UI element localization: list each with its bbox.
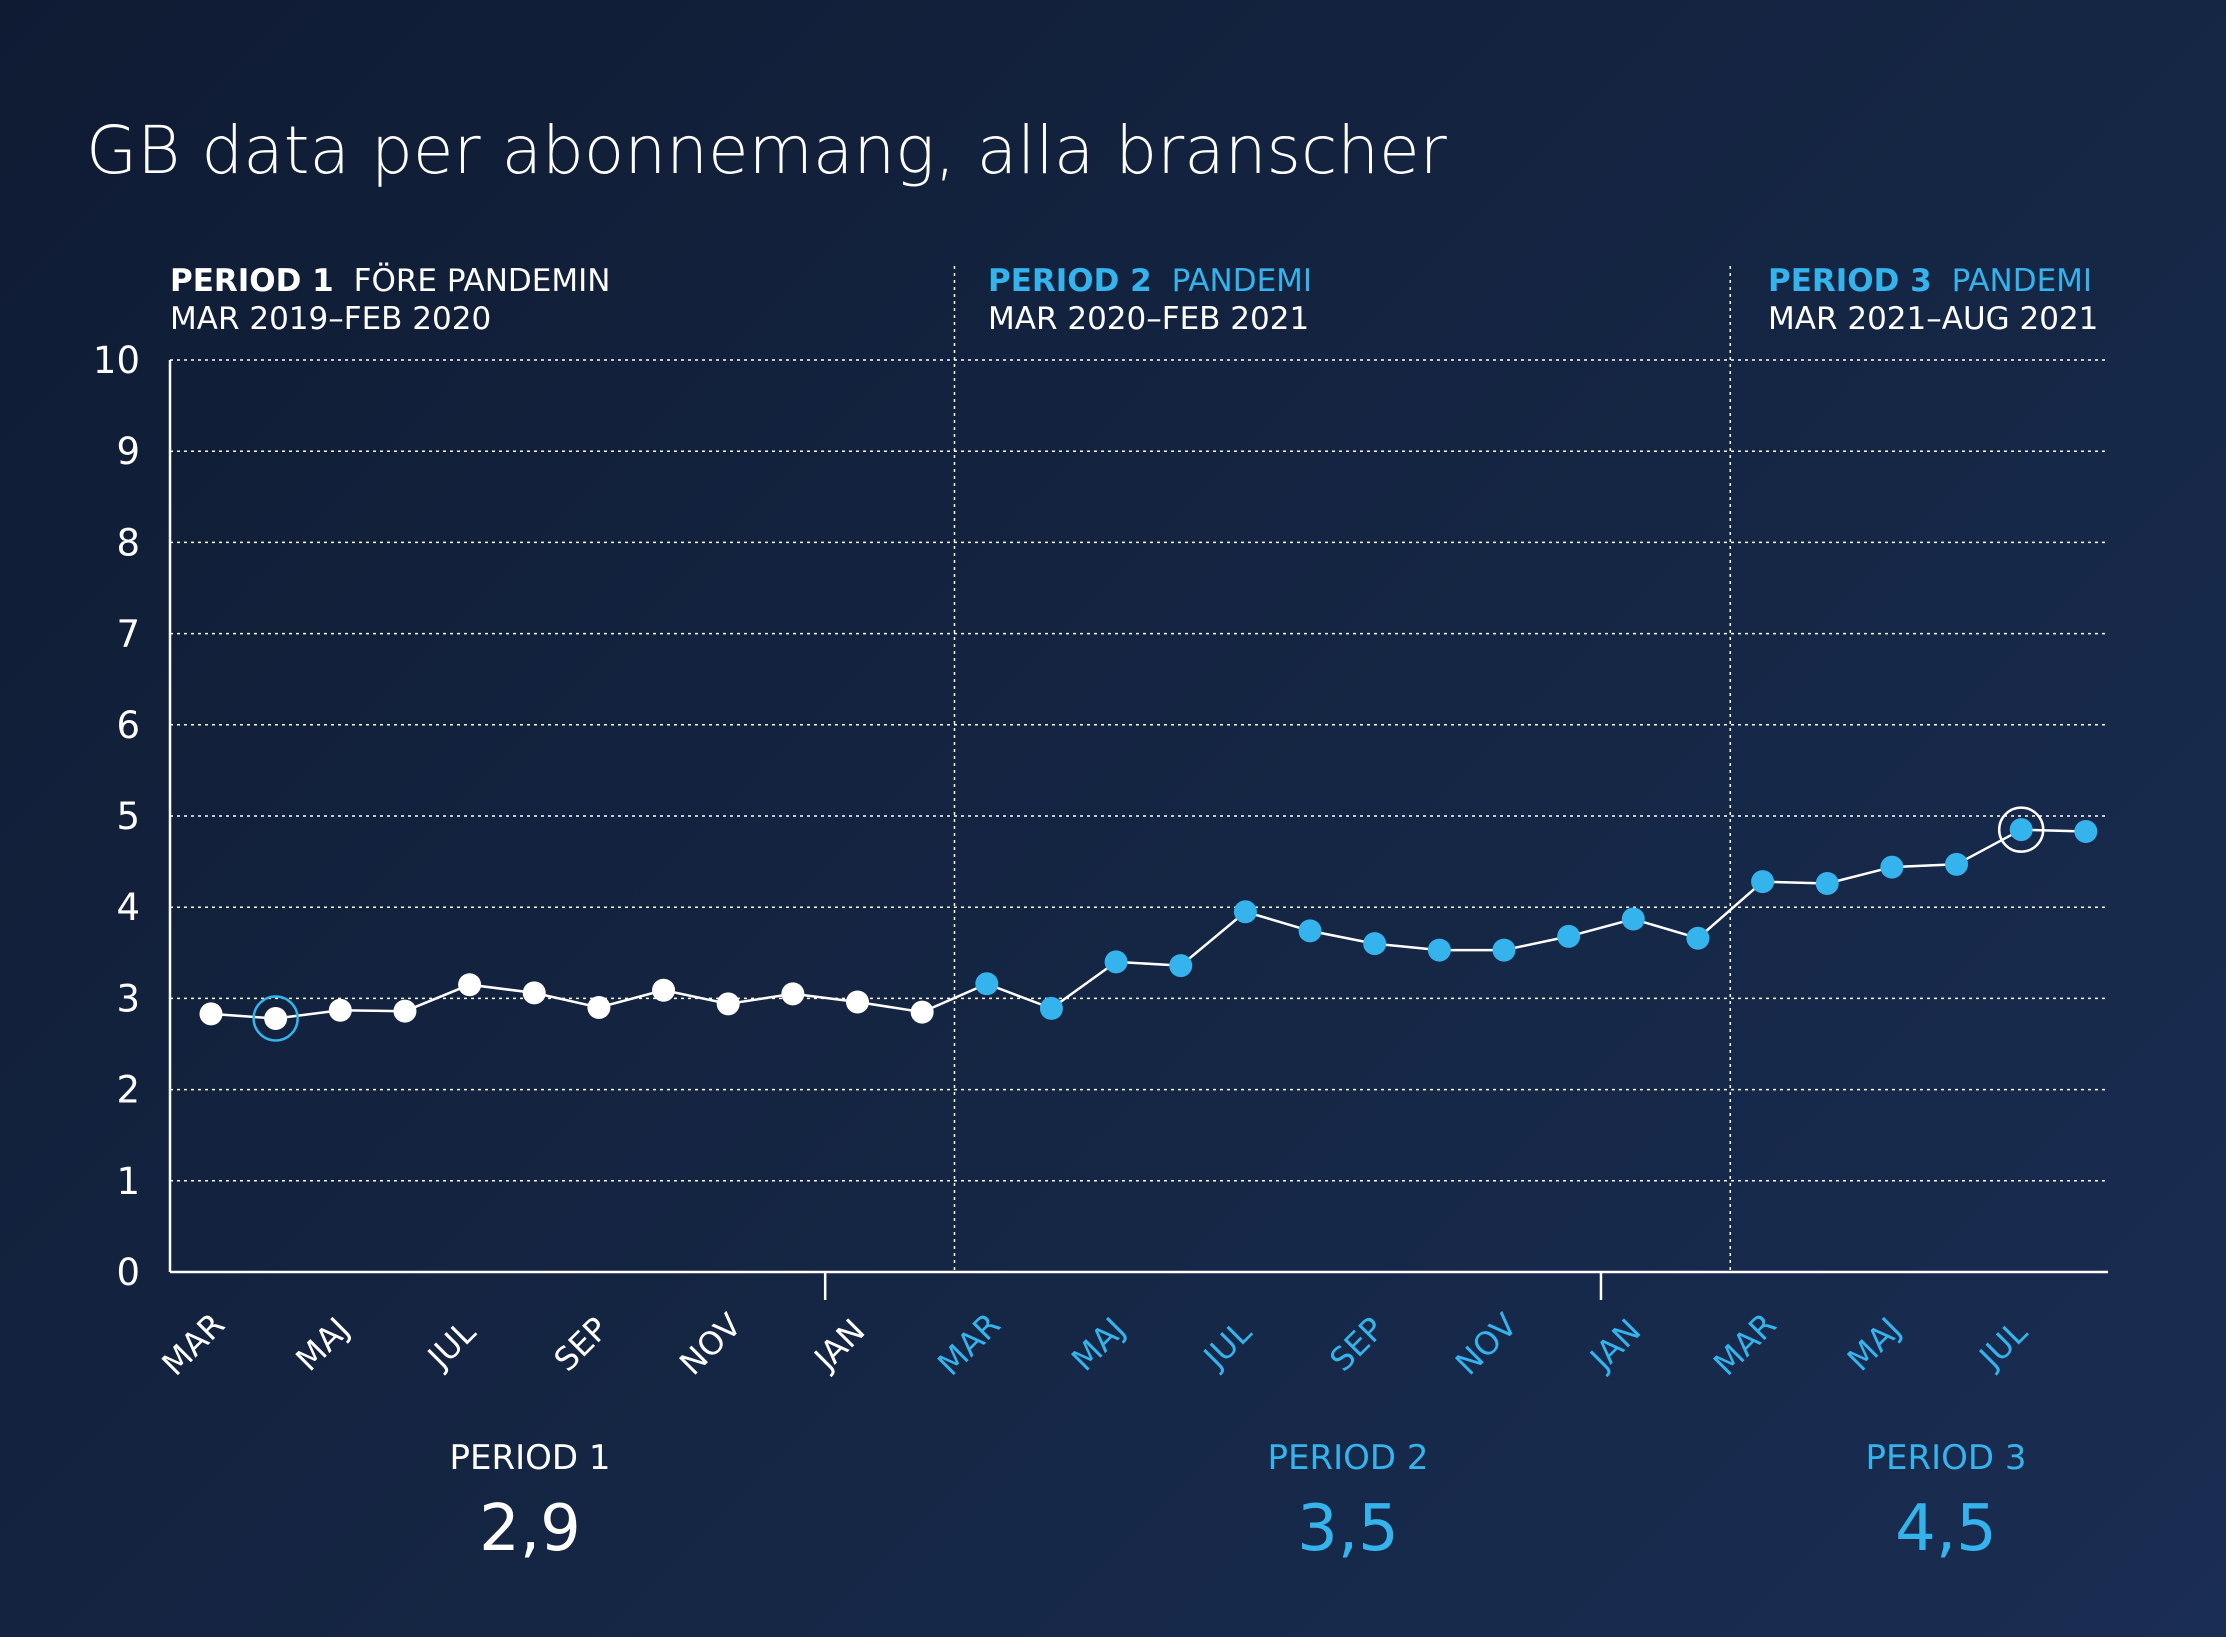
x-tick-label: NOV — [672, 1306, 749, 1383]
data-point — [1427, 938, 1451, 962]
data-point — [587, 996, 611, 1020]
y-tick-label: 2 — [116, 1069, 140, 1112]
data-point — [846, 990, 869, 1014]
y-tick-label: 0 — [116, 1251, 140, 1294]
data-point — [910, 1000, 934, 1024]
summary-period-1-value: 2,9 — [479, 1492, 581, 1566]
period-3-label: PANDEMI — [1952, 263, 2092, 299]
x-tick-label: MAJ — [1064, 1310, 1133, 1379]
data-points — [199, 806, 2098, 1042]
x-tick-label: MAJ — [288, 1310, 357, 1379]
data-point — [716, 992, 740, 1016]
y-tick-label: 10 — [93, 339, 140, 382]
data-line — [210, 828, 2086, 1020]
x-tick-label: NOV — [1448, 1306, 1525, 1383]
data-point — [393, 999, 417, 1023]
summary-period-3-label: PERIOD 3 — [1865, 1438, 2026, 1478]
x-tick-label: JUL — [1195, 1313, 1259, 1377]
period-1-label: FÖRE PANDEMIN — [354, 262, 611, 299]
data-point — [328, 998, 352, 1022]
data-point — [1880, 855, 1904, 879]
y-tick-label: 4 — [116, 886, 140, 929]
series-line — [210, 828, 2086, 1020]
y-tick-label: 9 — [116, 430, 140, 473]
summary-period-3: PERIOD 3 4,5 — [1865, 1438, 2026, 1566]
summary-period-1: PERIOD 1 2,9 — [449, 1438, 610, 1566]
svg-text:PERIOD 2 PANDEMI: PERIOD 2 PANDEMI — [988, 263, 1312, 299]
period-1-name: PERIOD 1 — [170, 263, 334, 299]
data-point — [1557, 924, 1581, 948]
summary-period-2-label: PERIOD 2 — [1267, 1438, 1428, 1478]
data-point — [522, 981, 546, 1005]
data-point — [1039, 996, 1063, 1020]
period-1-range: MAR 2019–FEB 2020 — [170, 301, 491, 337]
period-2-range: MAR 2020–FEB 2021 — [988, 301, 1309, 337]
period-1-header: PERIOD 1 FÖRE PANDEMIN MAR 2019–FEB 2020 — [170, 262, 610, 337]
y-tick-label: 5 — [116, 795, 140, 838]
data-point — [2074, 820, 2098, 844]
data-point — [199, 1002, 223, 1026]
chart-title: GB data per abonnemang, alla branscher — [86, 112, 1448, 189]
y-tick-label: 1 — [116, 1160, 140, 1203]
y-tick-label: 6 — [116, 704, 140, 747]
y-tick-label: 3 — [116, 977, 140, 1020]
data-point — [1104, 950, 1128, 974]
data-point — [1233, 900, 1257, 924]
period-3-name: PERIOD 3 — [1768, 263, 1932, 299]
x-tick-label: MAR — [154, 1305, 232, 1383]
period-3-range: MAR 2021–AUG 2021 — [1768, 301, 2098, 337]
data-point — [1363, 932, 1387, 956]
x-tick-label: SEP — [547, 1310, 616, 1379]
data-point — [975, 972, 999, 996]
y-axis-ticks: 0 1 2 3 4 5 6 7 8 9 10 — [93, 339, 140, 1294]
summary-period-2-value: 3,5 — [1297, 1492, 1399, 1566]
data-point — [1815, 871, 1839, 895]
highlight-ring — [252, 995, 299, 1042]
data-point — [1298, 919, 1322, 943]
x-tick-label: JUL — [419, 1313, 483, 1377]
data-point — [652, 978, 676, 1002]
data-point — [1945, 852, 1969, 876]
summary-period-2: PERIOD 2 3,5 — [1267, 1438, 1428, 1566]
period-3-header: PERIOD 3 PANDEMI MAR 2021–AUG 2021 — [1768, 263, 2098, 337]
x-tick-label: MAR — [930, 1305, 1008, 1383]
data-point — [1621, 907, 1645, 931]
highlight-ring — [1997, 806, 2045, 853]
data-point — [1169, 954, 1193, 978]
period-2-name: PERIOD 2 — [988, 263, 1152, 299]
x-tick-label: MAR — [1706, 1305, 1784, 1383]
data-point — [781, 982, 805, 1006]
svg-text:PERIOD 1 FÖRE PANDEMIN: PERIOD 1 FÖRE PANDEMIN — [170, 262, 610, 299]
x-tick-label: SEP — [1322, 1310, 1391, 1379]
grid — [170, 266, 2108, 1272]
data-point — [2009, 818, 2033, 842]
summary-period-3-value: 4,5 — [1895, 1492, 1997, 1566]
x-tick-label: JAN — [1581, 1311, 1648, 1378]
x-tick-label: JAN — [806, 1311, 873, 1378]
data-point — [1686, 926, 1710, 950]
data-point — [264, 1006, 288, 1030]
axes — [168, 360, 2108, 1300]
data-point — [458, 973, 482, 997]
period-2-header: PERIOD 2 PANDEMI MAR 2020–FEB 2021 — [988, 263, 1312, 337]
x-axis-ticks: MAR MAJ JUL SEP NOV JAN MAR MAJ JUL SEP NOV JAN MAR M… — [154, 1305, 2034, 1383]
data-point — [1751, 870, 1775, 894]
y-tick-label: 8 — [116, 521, 140, 564]
summary-period-1-label: PERIOD 1 — [449, 1438, 610, 1478]
y-tick-label: 7 — [116, 613, 140, 656]
period-2-label: PANDEMI — [1172, 263, 1312, 299]
x-tick-label: MAJ — [1840, 1310, 1909, 1379]
x-tick-label: JUL — [1971, 1313, 2035, 1377]
data-point — [1492, 938, 1516, 962]
svg-text:PERIOD 3 PANDEMI: PERIOD 3 PANDEMI — [1768, 263, 2092, 299]
